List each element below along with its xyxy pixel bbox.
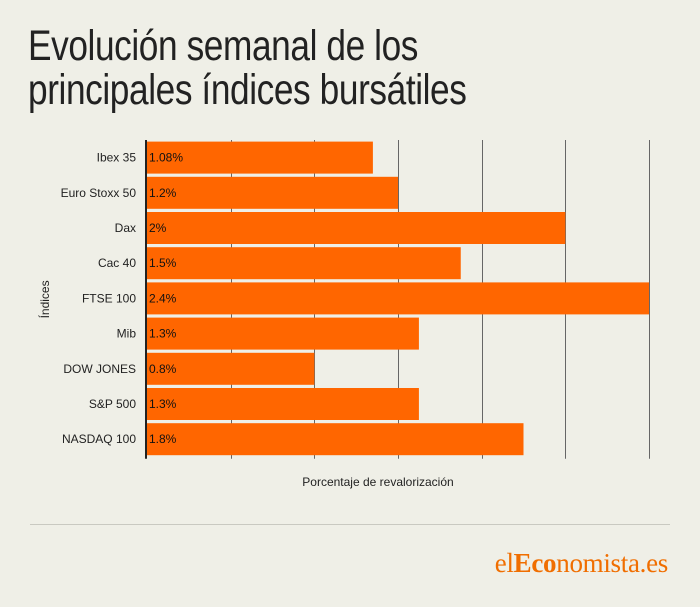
category-label: DOW JONES [63, 362, 136, 376]
bar [147, 212, 566, 244]
bar [147, 282, 649, 315]
data-label: 1.3% [149, 327, 177, 341]
category-label: Mib [117, 327, 137, 341]
bar [147, 317, 419, 350]
logo-suffix: nomista.es [556, 548, 668, 578]
category-label: Euro Stoxx 50 [61, 186, 137, 200]
data-label: 1.08% [149, 151, 183, 165]
bar [147, 388, 419, 420]
bar [147, 247, 461, 280]
category-label: FTSE 100 [82, 291, 136, 305]
footer-divider [30, 524, 670, 525]
category-labels: Ibex 35 Euro Stoxx 50 Dax Cac 40 FTSE 100 Mib… [61, 151, 137, 447]
category-label: Ibex 35 [97, 151, 137, 165]
bar [147, 141, 373, 174]
category-label: S&P 500 [89, 397, 136, 411]
logo-bold: Eco [513, 548, 557, 578]
category-label: Cac 40 [98, 256, 136, 270]
data-label: 2% [149, 221, 167, 235]
bars [147, 141, 649, 456]
data-label: 1.2% [149, 186, 177, 200]
data-label: 1.5% [149, 256, 177, 270]
bar [147, 176, 398, 209]
bar [147, 352, 315, 385]
data-label: 1.3% [149, 397, 177, 411]
logo-prefix: el [494, 548, 514, 578]
data-label: 2.4% [149, 291, 177, 305]
data-label: 0.8% [149, 362, 177, 376]
y-axis-label: Índices [37, 280, 52, 318]
category-label: NASDAQ 100 [62, 432, 136, 446]
x-axis-label: Porcentaje de revalorización [302, 475, 453, 489]
chart-title: Evolución semanal de los principales índ… [28, 22, 467, 114]
category-label: Dax [115, 221, 136, 235]
data-label: 1.8% [149, 432, 177, 446]
data-labels: 1.08% 1.2% 2% 1.5% 2.4% 1.3% 0.8% 1.3% 1.8% [149, 151, 183, 447]
bar [147, 423, 524, 456]
brand-logo[interactable]: elEconomista.es [494, 548, 669, 579]
bar-chart: Ibex 35 Euro Stoxx 50 Dax Cac 40 FTSE 100 Mib… [37, 140, 650, 489]
